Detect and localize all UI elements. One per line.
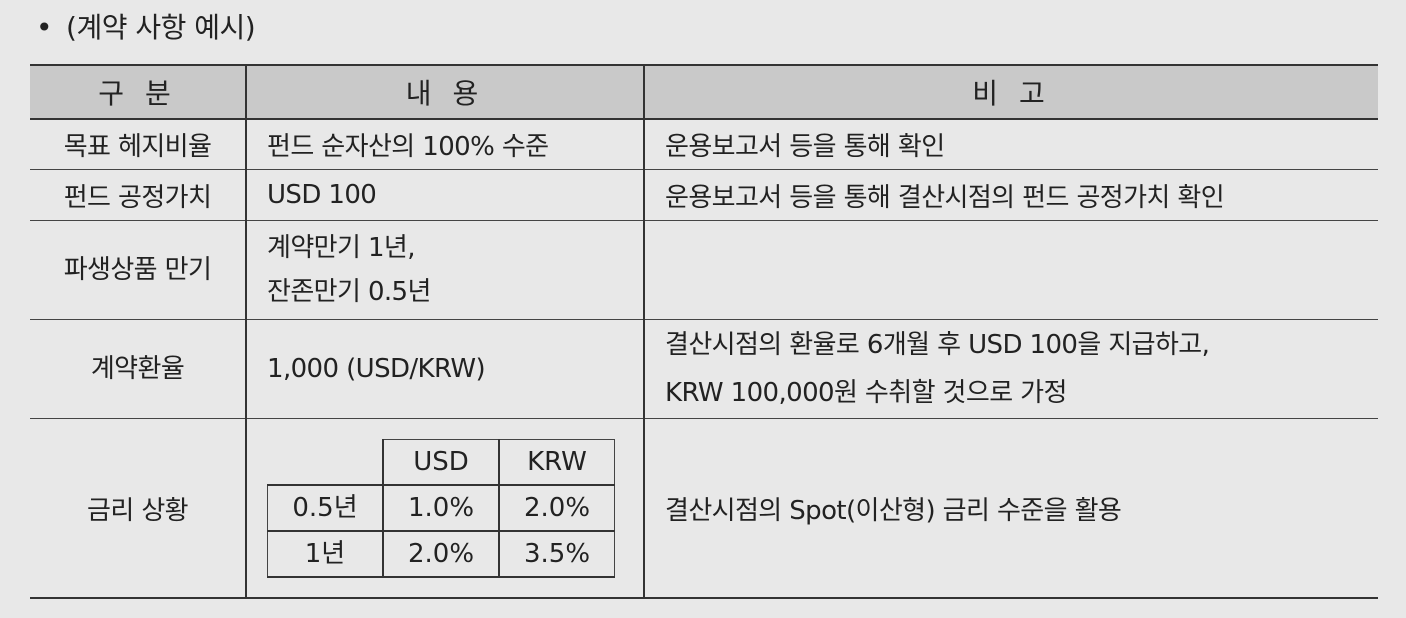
header-content: 내 용 (245, 64, 644, 120)
table-row: 파생상품 만기 계약만기 1년, 잔존만기 0.5년 (30, 220, 1378, 320)
contract-table: 구 분 내 용 비 고 목표 헤지비율 펀드 순자산의 100% 수준 운용보고… (30, 64, 1378, 599)
row-label: 펀드 공정가치 (30, 169, 246, 221)
note-line: KRW 100,000원 수취할 것으로 가정 (665, 378, 1067, 408)
row-content: USD 100 (245, 169, 644, 221)
row-note: 결산시점의 Spot(이산형) 금리 수준을 활용 (643, 418, 1378, 599)
rates-column-usd: USD (382, 438, 500, 486)
row-label: 목표 헤지비율 (30, 119, 246, 170)
row-content: 펀드 순자산의 100% 수준 (245, 119, 644, 170)
content-line: 계약만기 1년, (267, 233, 415, 263)
rates-value: 2.0% (498, 484, 615, 532)
rates-row: 1년 2.0% 3.5% (267, 530, 615, 578)
row-note (643, 220, 1378, 320)
rates-value: 1.0% (382, 484, 500, 532)
content-line: 잔존만기 0.5년 (267, 277, 431, 307)
row-label: 계약환율 (30, 319, 246, 419)
rates-tenor: 0.5년 (267, 484, 384, 532)
row-content: 1,000 (USD/KRW) (245, 319, 644, 419)
section-heading: • (계약 사항 예시) (36, 8, 256, 48)
row-note: 결산시점의 환율로 6개월 후 USD 100을 지급하고, KRW 100,0… (643, 319, 1378, 419)
table-header-row: 구 분 내 용 비 고 (30, 64, 1378, 120)
table-row: 금리 상황 USD KRW 0.5년 1.0% 2.0% 1년 (30, 418, 1378, 599)
row-label: 파생상품 만기 (30, 220, 246, 320)
rates-tenor: 1년 (267, 530, 384, 578)
rates-header-row: USD KRW (267, 438, 615, 486)
rates-row: 0.5년 1.0% 2.0% (267, 484, 615, 532)
row-note: 운용보고서 등을 통해 결산시점의 펀드 공정가치 확인 (643, 169, 1378, 221)
rates-value: 3.5% (498, 530, 615, 578)
row-note: 운용보고서 등을 통해 확인 (643, 119, 1378, 170)
table-row: 펀드 공정가치 USD 100 운용보고서 등을 통해 결산시점의 펀드 공정가… (30, 169, 1378, 221)
row-label: 금리 상황 (30, 418, 246, 599)
header-category: 구 분 (30, 64, 246, 120)
bullet-icon: • (36, 11, 53, 44)
table-row: 계약환율 1,000 (USD/KRW) 결산시점의 환율로 6개월 후 USD… (30, 319, 1378, 419)
rates-corner-cell (267, 439, 384, 486)
row-content: 계약만기 1년, 잔존만기 0.5년 (245, 220, 644, 320)
section-heading-text: (계약 사항 예시) (66, 11, 256, 44)
table-row: 목표 헤지비율 펀드 순자산의 100% 수준 운용보고서 등을 통해 확인 (30, 119, 1378, 170)
interest-rate-table: USD KRW 0.5년 1.0% 2.0% 1년 2.0% 3.5% (267, 438, 615, 578)
rates-column-krw: KRW (498, 438, 615, 486)
row-content: USD KRW 0.5년 1.0% 2.0% 1년 2.0% 3.5% (245, 418, 644, 599)
note-line: 결산시점의 환율로 6개월 후 USD 100을 지급하고, (665, 330, 1210, 360)
header-remarks: 비 고 (643, 64, 1378, 120)
rates-value: 2.0% (382, 530, 500, 578)
